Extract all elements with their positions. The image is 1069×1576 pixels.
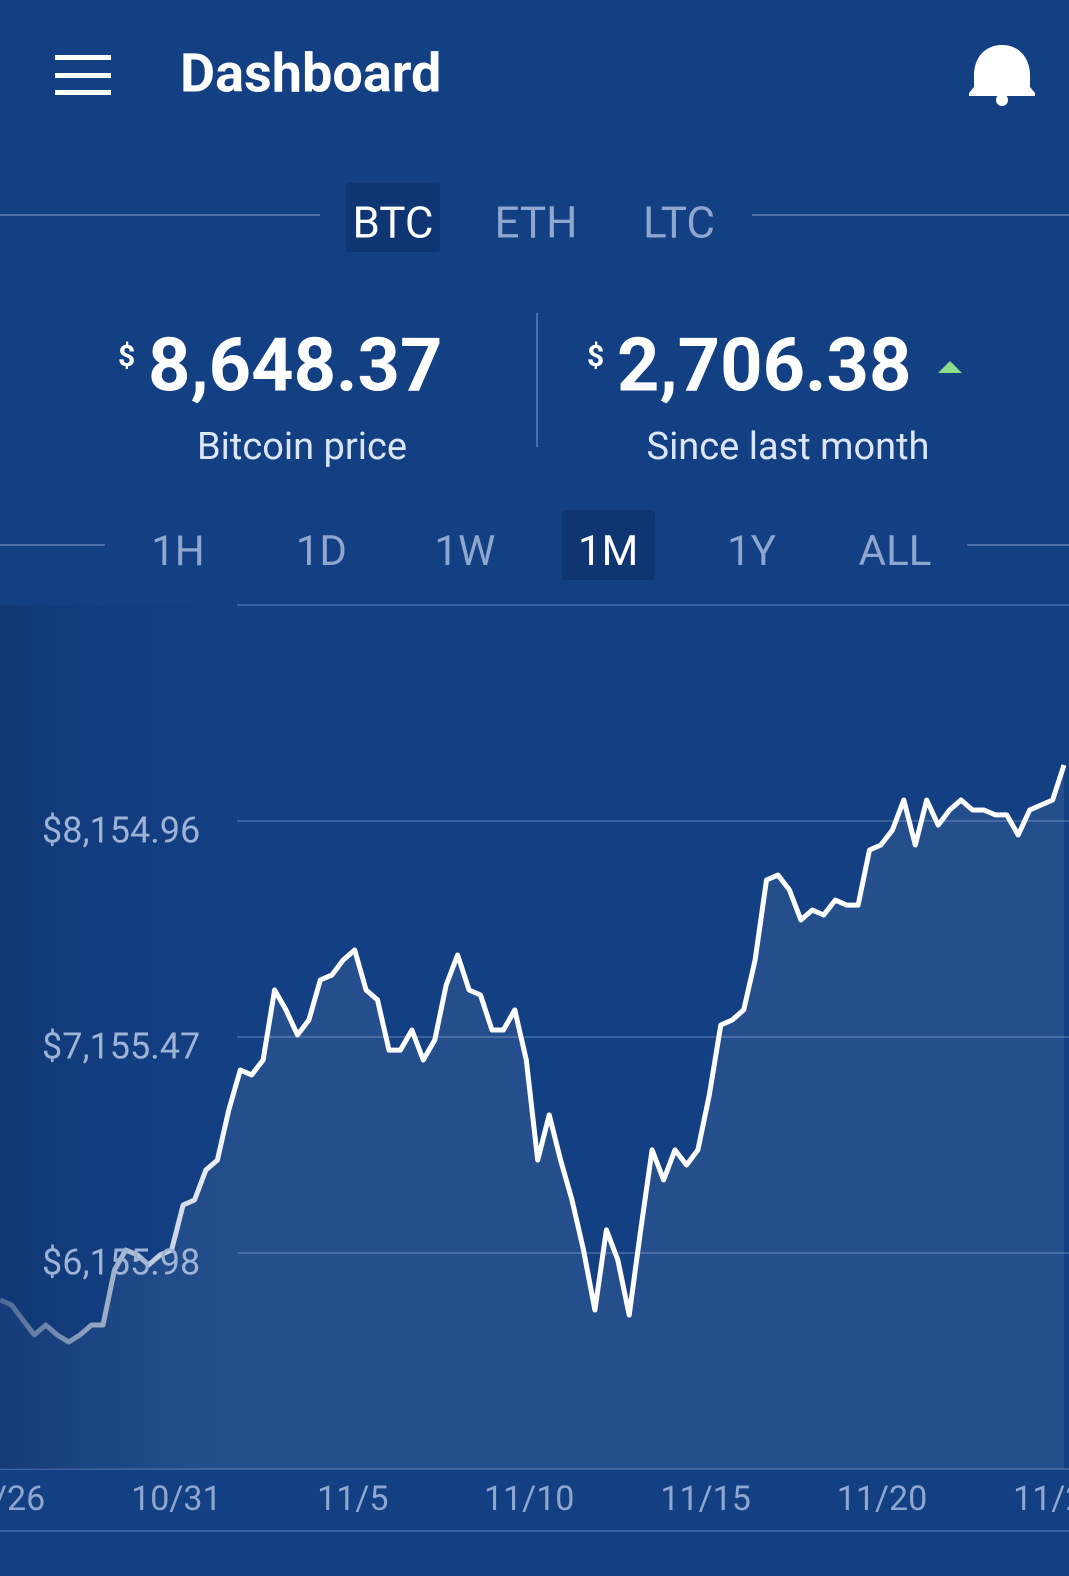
bell-body <box>969 45 1035 96</box>
y-tick-label: $8,154.96 <box>42 810 200 852</box>
labels: $6,155.98 $7,155.47 $8,154.96 10/26 10/31 11/… <box>0 810 1069 1519</box>
stat-label: Bitcoin price <box>197 425 407 469</box>
trend-up-icon <box>938 361 962 373</box>
stat-value: 2,706.38 <box>617 323 911 410</box>
range-selected-bg <box>562 510 655 580</box>
range-tab[interactable]: ALL <box>859 527 932 576</box>
tab-selected-bg <box>346 183 440 252</box>
y-tick-label: $7,155.47 <box>42 1026 200 1068</box>
left-fade <box>0 605 240 1469</box>
range-tab[interactable]: 1D <box>296 527 347 576</box>
range-tab[interactable]: 1W <box>434 527 495 576</box>
menu-bar <box>55 90 111 95</box>
notification-bell[interactable] <box>969 45 1035 106</box>
currency-tab[interactable]: LTC <box>643 197 715 249</box>
menu-bar <box>55 55 111 60</box>
range-tab[interactable]: 1Y <box>727 527 776 576</box>
menu-button[interactable] <box>55 55 111 95</box>
x-tick-label: 10/31 <box>131 1479 221 1519</box>
x-tick-label: 10/26 <box>0 1479 45 1519</box>
range-tab[interactable]: 1M <box>578 527 638 576</box>
currency-tab[interactable]: BTC <box>352 197 433 249</box>
x-tick-label: 11/20 <box>837 1479 927 1519</box>
range-tab[interactable]: 1H <box>151 527 205 576</box>
bell-clapper <box>996 94 1008 106</box>
x-tick-label: 11/25 <box>1013 1479 1069 1519</box>
menu-bar <box>55 73 111 78</box>
grid <box>237 820 1069 1254</box>
currency-symbol: $ <box>118 339 135 374</box>
x-tick-label: 11/10 <box>484 1479 574 1519</box>
page-title: Dashboard <box>180 42 441 105</box>
y-tick-label: $6,155.98 <box>42 1242 200 1284</box>
currency-tab[interactable]: ETH <box>494 197 577 249</box>
x-tick-label: 11/5 <box>317 1479 388 1519</box>
x-tick-label: 11/15 <box>660 1479 750 1519</box>
stat-value: 8,648.37 <box>148 323 442 410</box>
currency-symbol: $ <box>587 339 604 374</box>
stat-label: Since last month <box>647 425 930 469</box>
